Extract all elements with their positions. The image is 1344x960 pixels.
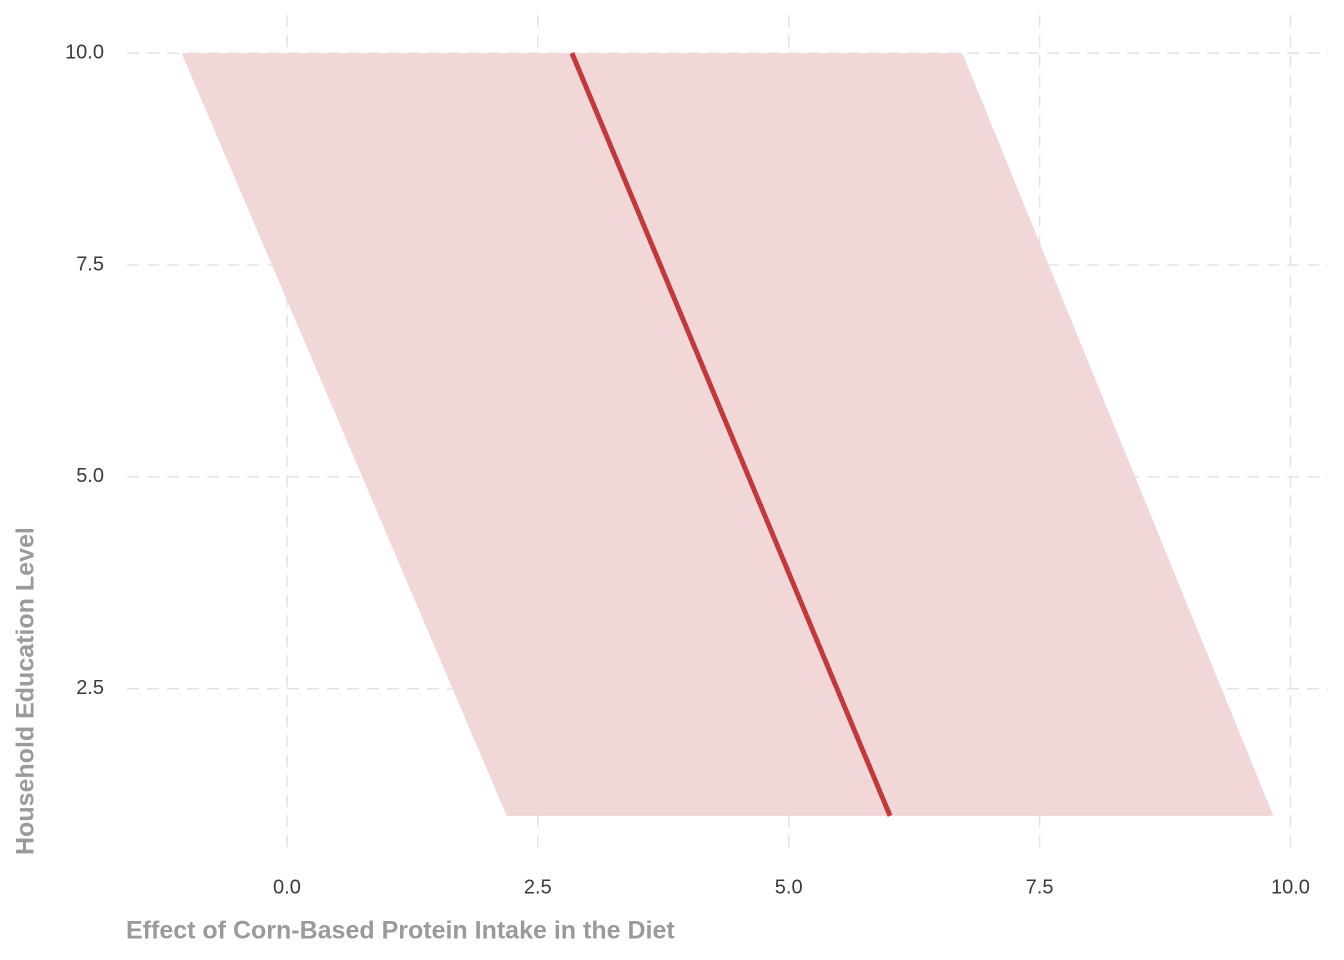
x-axis-title: Effect of Corn-Based Protein Intake in t… [126,917,675,945]
x-tick-label: 0.0 [273,876,301,898]
y-tick-label: 5.0 [76,465,104,487]
y-tick-label: 10.0 [65,41,104,63]
x-tick-label: 7.5 [1026,876,1054,898]
y-axis-title: Household Education Level [12,527,40,855]
x-tick-label: 10.0 [1271,876,1310,898]
x-tick-label: 2.5 [524,876,552,898]
y-tick-label: 2.5 [76,677,104,699]
y-tick-label: 7.5 [76,253,104,275]
line [569,52,893,817]
x-tick-label: 5.0 [775,876,803,898]
confidence-band [181,53,1274,816]
